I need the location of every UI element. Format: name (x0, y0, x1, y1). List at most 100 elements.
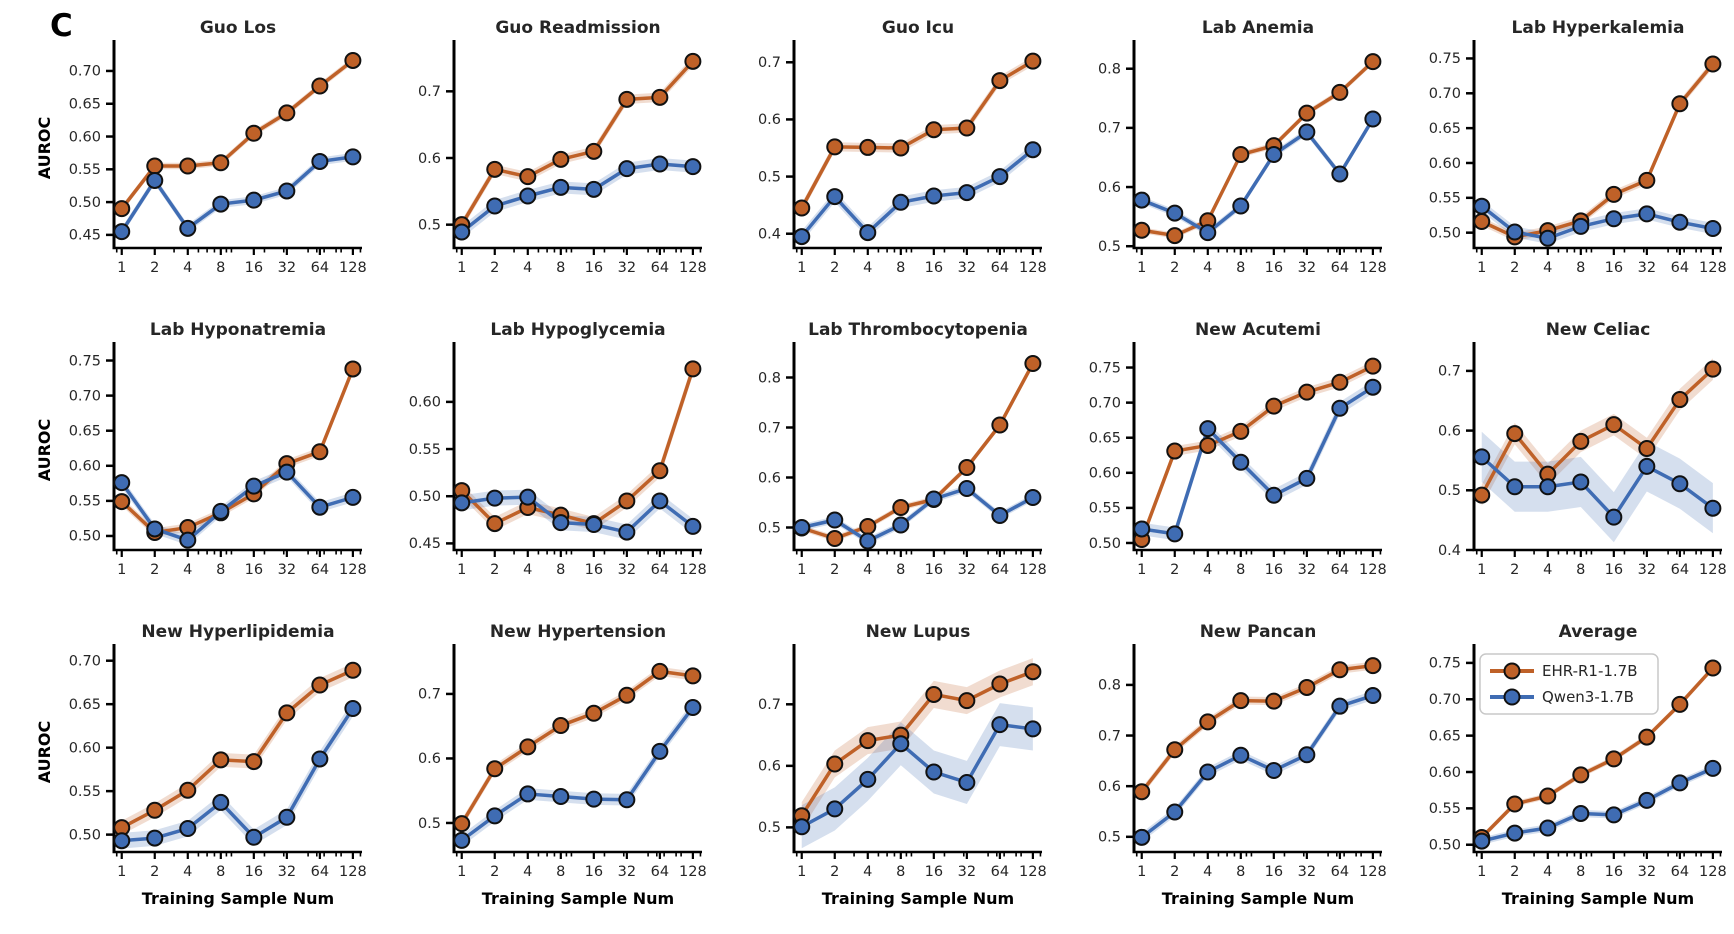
y-tick-label: 0.7 (1438, 364, 1461, 380)
x-tick-label: 128 (679, 562, 707, 578)
x-tick-label: 64 (311, 260, 329, 276)
data-point-qwen (519, 785, 537, 803)
y-tick-label: 0.5 (758, 520, 781, 536)
data-point-qwen (958, 773, 976, 791)
y-tick-label: 0.65 (1429, 728, 1461, 744)
data-point-ehr (1473, 486, 1491, 504)
y-tick-label: 0.6 (758, 112, 781, 128)
data-point-qwen (1473, 197, 1491, 215)
error-band-qwen (1141, 380, 1373, 541)
data-point-qwen (793, 228, 811, 246)
legend-marker-ehr (1503, 662, 1521, 680)
x-tick-label: 32 (278, 260, 296, 276)
x-tick-label: 8 (1236, 260, 1245, 276)
x-tick-label: 4 (183, 260, 192, 276)
y-tick-label: 0.5 (758, 169, 781, 185)
data-point-qwen (1704, 219, 1722, 237)
data-point-qwen (1539, 478, 1557, 496)
y-tick-label: 0.55 (409, 442, 441, 458)
legend-label-qwen: Qwen3-1.7B (1542, 688, 1634, 706)
chart-lab-hyponatremia: Lab Hyponatremia 0.50 0.55 0.60 0.65 0.70 0.75… (35, 320, 367, 578)
data-point-ehr (1638, 440, 1656, 458)
data-point-ehr (826, 755, 844, 773)
y-tick-label: 0.60 (69, 740, 101, 756)
data-point-qwen (1298, 746, 1316, 764)
data-point-qwen (651, 742, 669, 760)
data-point-ehr (519, 738, 537, 756)
y-tick-label: 0.6 (1098, 180, 1121, 196)
data-point-ehr (1232, 422, 1250, 440)
x-tick-label: 64 (311, 864, 329, 880)
data-point-ehr (793, 199, 811, 217)
data-point-ehr (278, 104, 296, 122)
data-point-qwen (453, 831, 471, 849)
chart-title: Lab Thrombocytopenia (808, 320, 1028, 340)
data-point-ehr (552, 150, 570, 168)
data-point-ehr (1572, 766, 1590, 784)
data-point-qwen (826, 188, 844, 206)
y-tick-label: 0.50 (1089, 536, 1121, 552)
data-point-qwen (1265, 486, 1283, 504)
data-point-ehr (1265, 397, 1283, 415)
x-tick-label: 128 (339, 562, 367, 578)
series-line-qwen (1139, 385, 1375, 536)
y-tick-label: 0.6 (758, 759, 781, 775)
x-tick-label: 1 (1137, 562, 1146, 578)
data-point-qwen (1572, 217, 1590, 235)
series-line-ehr (1139, 663, 1375, 794)
legend-label-ehr: EHR-R1-1.7B (1542, 662, 1638, 680)
chart-title: New Hypertension (490, 622, 666, 642)
data-point-qwen (311, 498, 329, 516)
data-point-ehr (1232, 692, 1250, 710)
data-point-qwen (344, 148, 362, 166)
data-point-qwen (651, 492, 669, 510)
x-tick-label: 32 (618, 260, 636, 276)
y-tick-label: 0.55 (69, 494, 101, 510)
x-tick-label: 1 (797, 562, 806, 578)
chart-new-acutemi: New Acutemi 0.50 0.55 0.60 0.65 0.70 0.75 1 2 4 8 1… (1089, 320, 1387, 578)
x-tick-label: 32 (958, 562, 976, 578)
x-tick-label: 64 (651, 260, 669, 276)
chart-title: Average (1559, 622, 1638, 642)
data-point-qwen (618, 523, 636, 541)
panel-label: C (50, 8, 73, 44)
data-point-qwen (179, 820, 197, 838)
data-point-ehr (1671, 95, 1689, 113)
data-point-qwen (991, 716, 1009, 734)
x-tick-label: 64 (651, 562, 669, 578)
x-tick-label: 16 (245, 864, 263, 880)
x-tick-label: 128 (679, 260, 707, 276)
x-tick-label: 8 (216, 562, 225, 578)
x-tick-label: 2 (830, 260, 839, 276)
data-point-qwen (618, 160, 636, 178)
x-tick-label: 16 (1605, 260, 1623, 276)
data-point-qwen (684, 517, 702, 535)
data-point-ehr (311, 676, 329, 694)
data-point-ehr (651, 88, 669, 106)
y-tick-label: 0.6 (418, 751, 441, 767)
data-point-ehr (991, 675, 1009, 693)
data-point-ehr (684, 360, 702, 378)
error-band-ehr (1141, 361, 1373, 545)
data-point-ehr (958, 459, 976, 476)
x-tick-label: 128 (1699, 260, 1727, 276)
data-point-qwen (1133, 520, 1151, 538)
data-point-qwen (859, 224, 877, 242)
data-point-qwen (1572, 804, 1590, 822)
y-tick-label: 0.65 (1429, 121, 1461, 137)
x-tick-label: 1 (1477, 562, 1486, 578)
data-point-ehr (651, 462, 669, 480)
data-point-qwen (1671, 774, 1689, 792)
data-point-ehr (925, 685, 943, 703)
x-axis-label: Training Sample Num (822, 889, 1014, 908)
x-tick-label: 32 (278, 864, 296, 880)
data-point-ehr (552, 717, 570, 735)
data-point-ehr (585, 142, 603, 160)
data-point-qwen (1638, 457, 1656, 475)
data-point-ehr (453, 815, 471, 833)
x-tick-label: 32 (1298, 260, 1316, 276)
data-point-ehr (958, 692, 976, 710)
data-point-ehr (1638, 171, 1656, 189)
data-point-qwen (1473, 832, 1491, 850)
